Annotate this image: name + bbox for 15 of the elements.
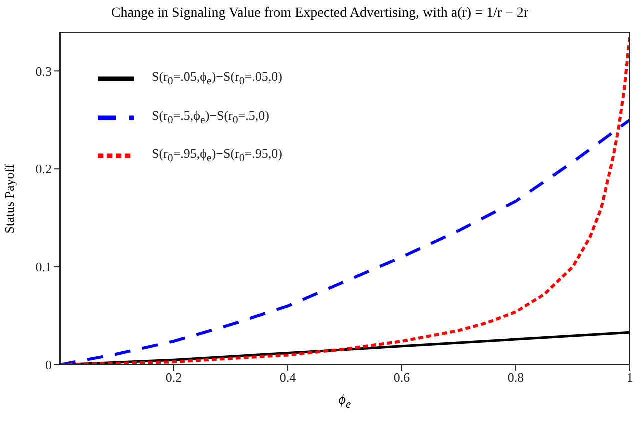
y-tick-label: 0.3 bbox=[36, 64, 52, 79]
y-tick-label: 0.1 bbox=[36, 260, 52, 275]
y-axis-title: Status Payoff bbox=[2, 164, 18, 234]
chart-title: Change in Signaling Value from Expected Advertising, with a(r) = 1/r − 2r bbox=[111, 6, 529, 21]
x-tick-label: 1 bbox=[626, 370, 634, 386]
legend-label: S(r$_{0}$=.05,ϕ$_{e}$)−S(r$_{0}$=.05,0) bbox=[151, 68, 284, 90]
x-tick-label: 0.8 bbox=[508, 370, 524, 386]
legend-label: S(r$_{0}$=.5,ϕ$_{e}$)−S(r$_{0}$=.5,0) bbox=[151, 106, 270, 128]
x-tick-label: 0.6 bbox=[394, 370, 411, 386]
y-tick-label: 0 bbox=[46, 358, 52, 373]
x-tick-label: 0.4 bbox=[280, 370, 297, 386]
x-axis-title: ϕ$_{e}$ bbox=[338, 393, 352, 411]
x-tick-label: 0.2 bbox=[166, 370, 182, 386]
y-tick-label: 0.2 bbox=[36, 162, 52, 177]
legend-label: S(r$_{0}$=.95,ϕ$_{e}$)−S(r$_{0}$=.95,0) bbox=[151, 145, 284, 167]
